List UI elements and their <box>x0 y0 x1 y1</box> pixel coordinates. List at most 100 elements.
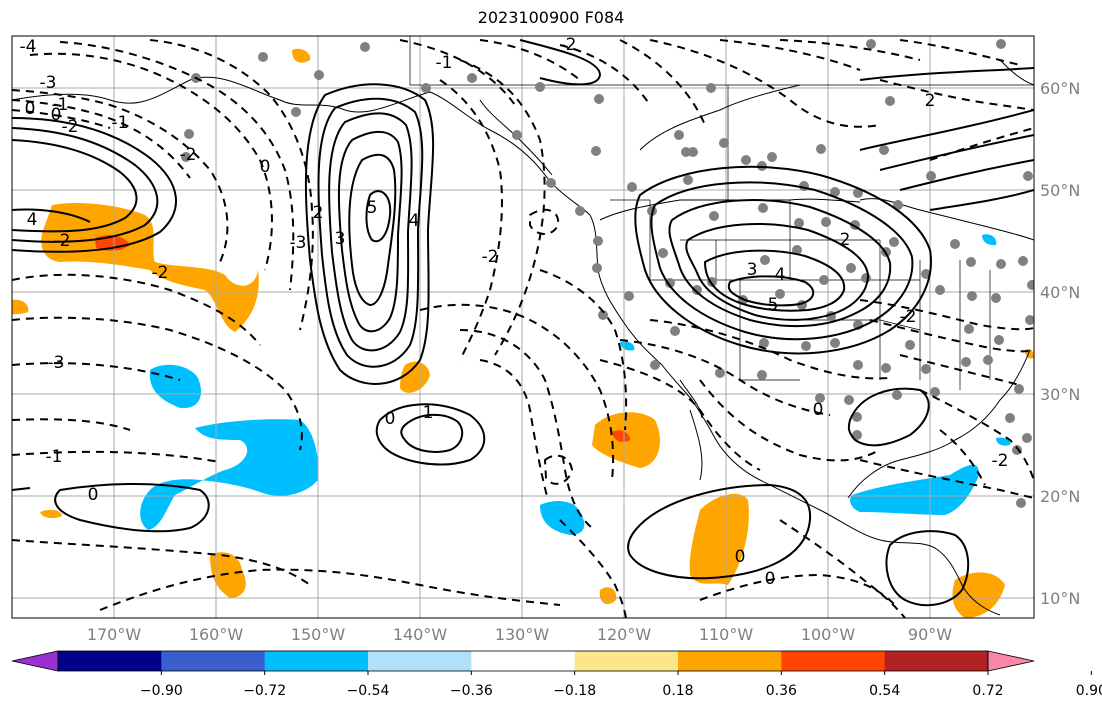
lon-label: 170°W <box>87 625 142 644</box>
contour-label: -2 <box>180 145 197 165</box>
colorbar-tick-label: −0.90 <box>140 683 183 699</box>
colorbar-tick-label: 0.90 <box>1076 683 1102 699</box>
lon-label: 90°W <box>908 625 952 644</box>
latitude-labels: 60°N 50°N 40°N 30°N 20°N 10°N <box>1040 79 1080 608</box>
contour-label: 0 <box>51 105 62 125</box>
contour-label: -2 <box>482 247 499 267</box>
colorbar-tick-label: −0.72 <box>243 683 286 699</box>
contour-label: 0 <box>385 409 396 429</box>
colorbar-tick-label: −0.18 <box>553 683 596 699</box>
contour-label: 0 <box>88 485 99 505</box>
colorbar-extend-low <box>11 650 59 672</box>
lat-label: 20°N <box>1040 487 1080 506</box>
lon-label: 150°W <box>291 625 346 644</box>
colorbar-segment <box>574 651 679 671</box>
colorbar-tick-label: −0.54 <box>347 683 390 699</box>
colorbar-segment <box>884 651 989 671</box>
colorbar-segment <box>471 651 576 671</box>
contour-label: 2 <box>925 91 936 111</box>
contour-label: -1 <box>436 53 453 73</box>
contour-label: -2 <box>560 35 577 55</box>
contour-label: 0 <box>765 569 776 589</box>
lat-label: 50°N <box>1040 181 1080 200</box>
lon-label: 160°W <box>189 625 244 644</box>
contour-label: 0 <box>260 157 271 177</box>
colorbar-ticks: −0.90 −0.72 −0.54 −0.36 −0.18 0.18 0.36 0.54 0.7… <box>140 671 1102 699</box>
colorbar-extend-high <box>987 650 1035 672</box>
contour-label: 5 <box>367 198 378 218</box>
shade-orange <box>400 361 430 393</box>
shading-layer <box>12 48 1034 618</box>
contour-label: -2 <box>152 263 169 283</box>
contour-labels: -4 -3 0 -1 -2 -1 -2 -3 4 -2 0 -2 -3 -1 0… <box>20 35 1009 589</box>
colorbar-tick-label: 0.72 <box>972 683 1003 699</box>
colorbar-outline <box>57 650 989 672</box>
contour-label: -1 <box>52 95 69 115</box>
colorbar-segment <box>58 651 162 671</box>
colorbar-segment <box>264 651 369 671</box>
contour-label: -2 <box>54 231 71 251</box>
colorbar: −0.90 −0.72 −0.54 −0.36 −0.18 0.18 0.36 0.54 0.7… <box>11 650 1102 699</box>
shade-red <box>612 430 630 442</box>
longitude-labels: 170°W 160°W 150°W 140°W 130°W 120°W 110°… <box>87 625 952 644</box>
solid-contours <box>12 39 1034 607</box>
map-frame <box>11 35 1035 619</box>
colorbar-tick-label: −0.36 <box>450 683 493 699</box>
shade-blue <box>996 437 1011 446</box>
contour-label: -2 <box>62 117 79 137</box>
map-title: 2023100900 F084 <box>477 8 625 27</box>
lat-label: 10°N <box>1040 589 1080 608</box>
contour-label: 3 <box>747 260 758 280</box>
lat-label: 60°N <box>1040 79 1080 98</box>
contour-label: 0 <box>735 547 746 567</box>
contour-label: -1 <box>46 447 63 467</box>
contour-label: 0 <box>25 99 36 119</box>
shade-orange <box>599 587 617 605</box>
shade-blue <box>982 234 997 246</box>
shade-orange <box>689 493 749 585</box>
colorbar-tick-label: 0.36 <box>766 683 797 699</box>
shade-orange <box>292 48 311 63</box>
contour-label: -2 <box>900 307 917 327</box>
colorbar-tick-label: 0.18 <box>662 683 693 699</box>
contour-label: -3 <box>40 73 57 93</box>
contour-label: 0 <box>813 400 824 420</box>
contour-label: -1 <box>112 113 129 133</box>
contour-label: 3 <box>335 229 346 249</box>
colorbar-segment <box>161 651 266 671</box>
shade-orange <box>210 552 246 598</box>
lon-label: 110°W <box>699 625 754 644</box>
lon-label: 100°W <box>801 625 856 644</box>
colorbar-segment <box>368 651 472 671</box>
colorbar-segments <box>11 650 1035 672</box>
contour-label: 2 <box>840 230 851 250</box>
colorbar-segment <box>781 651 886 671</box>
shade-orange <box>12 299 29 315</box>
contour-label: 4 <box>775 265 786 285</box>
shade-blue <box>850 464 979 515</box>
lon-label: 120°W <box>597 625 652 644</box>
colorbar-segment <box>678 651 782 671</box>
shade-orange <box>40 509 62 519</box>
lat-label: 40°N <box>1040 283 1080 302</box>
contour-label: -2 <box>992 451 1009 471</box>
dashed-contours <box>12 39 1034 618</box>
shade-orange <box>41 203 259 332</box>
contour-label: -4 <box>20 37 37 57</box>
lat-label: 30°N <box>1040 385 1080 404</box>
colorbar-tick-label: 0.54 <box>869 683 900 699</box>
map-panel <box>12 36 1034 618</box>
shade-blue <box>540 500 585 535</box>
lon-label: 140°W <box>393 625 448 644</box>
shade-blue <box>149 364 201 409</box>
lon-label: 130°W <box>495 625 550 644</box>
contour-label: 1 <box>423 403 434 423</box>
contour-label: 4 <box>27 210 38 230</box>
contour-label: 2 <box>313 203 324 223</box>
contour-label: 5 <box>768 295 779 315</box>
contour-label: -3 <box>290 233 307 253</box>
contour-label: 4 <box>409 211 420 231</box>
shade-blue <box>140 419 319 530</box>
contour-label: -3 <box>48 353 65 373</box>
